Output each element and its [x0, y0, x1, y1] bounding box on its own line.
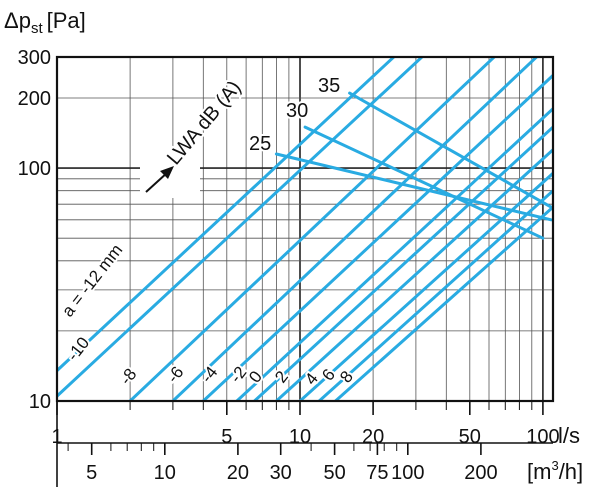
x-tick-label-top: 20 — [362, 426, 384, 448]
x-tick-label-bottom: 10 — [154, 462, 176, 484]
y-tick-label: 200 — [18, 88, 51, 110]
sound-level-line — [303, 125, 545, 240]
sound-level-label: 30 — [286, 100, 308, 122]
damper-setting-line — [317, 189, 553, 401]
damper-setting-line — [128, 57, 497, 401]
damper-setting-line — [253, 125, 553, 401]
damper-setting-line — [57, 57, 425, 398]
damper-setting-label: 0 — [245, 367, 266, 386]
x-tick-label-top: 10 — [289, 426, 311, 448]
x-tick-label-top: 50 — [459, 426, 481, 448]
y-axis-label: Δpst [Pa] — [4, 8, 86, 37]
x-axis-label-bottom: [m3/h] — [527, 458, 583, 484]
sound-level-label: 25 — [249, 133, 271, 155]
damper-setting-line — [334, 205, 553, 401]
x-tick-label-bottom: 200 — [464, 462, 497, 484]
damper-setting-line — [57, 57, 396, 373]
damper-setting-line — [298, 171, 553, 401]
damper-setting-label: a = -12 mm — [58, 241, 126, 321]
sound-level-line — [348, 91, 553, 209]
plot-frame — [55, 55, 555, 403]
arrow-head-icon — [160, 166, 174, 179]
y-tick-label: 100 — [18, 158, 51, 180]
x-tick-label-bottom: 20 — [227, 462, 249, 484]
damper-setting-line — [235, 107, 553, 401]
damper-setting-line — [201, 73, 553, 401]
x-tick-label-top: 100 — [526, 426, 559, 448]
damper-setting-label: -4 — [197, 363, 221, 387]
x-tick-label-bottom: 5 — [86, 462, 97, 484]
sound-level-label: 35 — [318, 75, 340, 97]
x-axis-label-top: l/s — [558, 423, 580, 448]
sound-level-line — [274, 152, 553, 222]
x-tick-label-top: 5 — [221, 426, 232, 448]
x-tick-label-top: 1 — [51, 426, 62, 448]
damper-setting-line — [274, 148, 553, 401]
y-tick-label: 10 — [29, 391, 51, 413]
damper-setting-line — [171, 57, 539, 401]
y-tick-label: 300 — [18, 47, 51, 69]
damper-setting-label: -8 — [116, 365, 140, 389]
x-tick-label-bottom: 30 — [270, 462, 292, 484]
x-tick-label-bottom: 50 — [323, 462, 345, 484]
lwa-label: LWA dB (A) — [163, 77, 246, 169]
x-tick-label-bottom: 75 — [366, 462, 388, 484]
x-tick-label-bottom: 100 — [391, 462, 424, 484]
